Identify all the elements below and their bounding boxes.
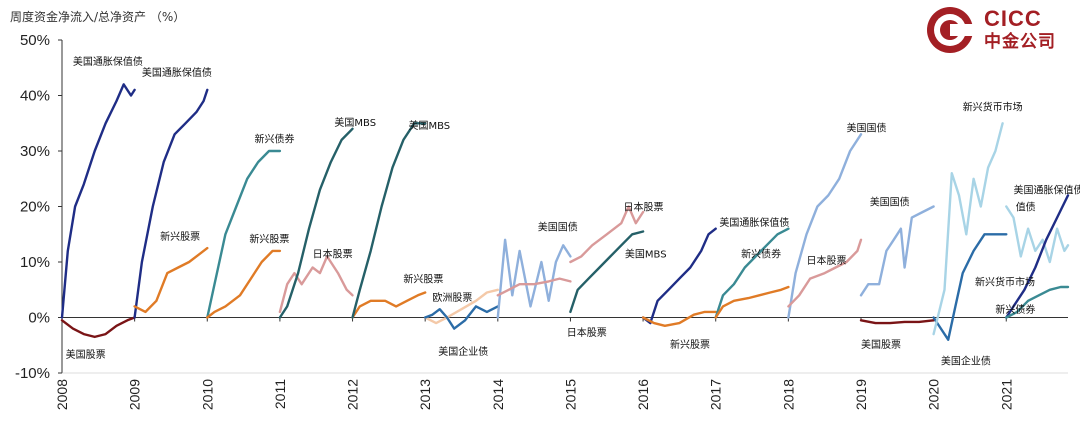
- series-annotation: 美国股票: [66, 348, 106, 361]
- series-annotation: 新兴货币市场: [963, 101, 1023, 114]
- series-line: [569, 205, 645, 264]
- series-annotation: 新兴股票: [403, 273, 443, 286]
- series-group: [60, 83, 1070, 341]
- series-line: [424, 305, 499, 330]
- y-tick-label: 10%: [20, 254, 50, 271]
- series-line: [278, 127, 354, 319]
- series-annotation: 美国国债: [847, 122, 887, 135]
- series-annotation: 美国国债: [870, 195, 910, 208]
- x-tick-label: 2011: [272, 379, 288, 409]
- series-annotation: 美国企业债: [438, 345, 488, 358]
- x-tick-label: 2010: [199, 379, 215, 410]
- x-tick-label: 2009: [127, 379, 143, 410]
- x-tick-label: 2014: [490, 379, 506, 410]
- series-annotation: 美国股票: [861, 338, 901, 351]
- series-line: [787, 238, 863, 308]
- series-line: [206, 249, 282, 319]
- series-annotation: 美国MBS: [625, 248, 667, 261]
- x-tick-label: 2012: [345, 379, 361, 410]
- y-tick-label: 50%: [20, 32, 50, 49]
- y-tick-label: 40%: [20, 88, 50, 105]
- series-annotation: 新兴债券: [995, 303, 1035, 316]
- x-tick-label: 2016: [635, 379, 651, 410]
- series-annotation: 日本股票: [567, 326, 607, 339]
- series-annotation: 欧洲股票: [432, 292, 472, 304]
- series-annotation: 美国企业债: [941, 355, 991, 368]
- series-annotation: 新兴股票: [249, 233, 289, 246]
- series-line: [859, 205, 935, 297]
- y-tick-label: 30%: [20, 143, 50, 160]
- series-annotation: 美国MBS: [409, 119, 451, 132]
- series-line: [1005, 194, 1070, 319]
- series-annotation: 美国通胀保值债: [1014, 184, 1080, 197]
- x-tick-label: 2015: [562, 379, 578, 410]
- series-line: [496, 277, 572, 297]
- series-line: [641, 227, 717, 325]
- series-annotation: 美国通胀保值债: [73, 55, 143, 68]
- x-tick-label: 2021: [998, 379, 1014, 410]
- series-line: [60, 316, 136, 339]
- series-line: [351, 122, 427, 319]
- series-line: [351, 291, 427, 319]
- chart-title: 周度资金净流入/总净资产 （%）: [10, 9, 185, 24]
- series-line: [1005, 285, 1070, 319]
- logo-text-cn: 中金公司: [984, 31, 1056, 52]
- series-line: [932, 233, 1008, 341]
- series-annotation: 新兴债券: [741, 248, 781, 261]
- series-line: [1005, 205, 1070, 264]
- series-annotation: 新兴股票: [670, 338, 710, 351]
- x-tick-label: 2020: [926, 379, 942, 410]
- series-line: [787, 133, 863, 319]
- logo-gap: [950, 24, 974, 36]
- series-line: [932, 122, 1004, 336]
- y-tick-label: -10%: [15, 365, 50, 382]
- series-annotation: 值债: [1016, 200, 1036, 213]
- series-line: [133, 88, 209, 319]
- series-line: [206, 149, 282, 319]
- logo-text-en: CICC: [984, 6, 1042, 31]
- y-axis: 50% 40% 30% 20% 10% 0% -10%: [15, 32, 63, 382]
- y-tick-label: 0%: [28, 310, 50, 327]
- cicc-logo: CICC 中金公司: [927, 6, 1056, 53]
- series-line: [859, 319, 935, 325]
- y-tick-label: 20%: [20, 199, 50, 216]
- series-line: [278, 255, 354, 314]
- x-tick-label: 2013: [417, 379, 433, 410]
- series-annotation: 日本股票: [624, 200, 664, 213]
- series-line: [641, 310, 717, 327]
- x-tick-label: 2019: [853, 379, 869, 410]
- x-tick-label: 2008: [54, 379, 70, 410]
- series-line: [569, 230, 645, 314]
- x-tick-label: 2017: [708, 379, 724, 410]
- series-annotation: 新兴股票: [160, 230, 200, 243]
- series-line: [60, 83, 136, 319]
- series-annotation: 新兴债券: [255, 133, 295, 146]
- series-line: [714, 285, 790, 319]
- series-line: [714, 227, 790, 319]
- series-annotation: 日本股票: [313, 248, 353, 261]
- series-annotation: 日本股票: [807, 254, 847, 267]
- series-annotation: 美国通胀保值债: [142, 66, 212, 79]
- x-tick-label: 2018: [780, 379, 796, 410]
- series-annotation: 新兴货币市场: [975, 275, 1035, 288]
- series-line: [133, 246, 209, 314]
- series-line: [424, 288, 499, 325]
- x-axis: 2008 2009 2010 2011 2012 2013 2014 2015 2016 2017…: [54, 317, 1068, 410]
- series-annotation: 美国国债: [538, 220, 578, 233]
- series-annotation: 美国通胀保值债: [719, 216, 789, 229]
- series-annotation: 美国MBS: [334, 116, 376, 129]
